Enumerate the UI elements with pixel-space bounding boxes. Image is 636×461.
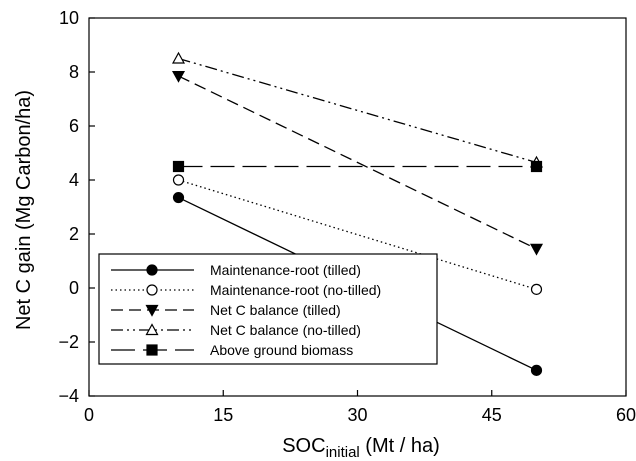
y-tick-label: 2 bbox=[69, 224, 79, 244]
legend-label: Maintenance-root (tilled) bbox=[210, 262, 361, 278]
x-axis-label-subscript: initial bbox=[326, 444, 360, 461]
x-tick-label: 0 bbox=[84, 405, 94, 425]
legend-label: Above ground biomass bbox=[210, 342, 353, 358]
y-axis-label: Net C gain (Mg Carbon/ha) bbox=[13, 90, 35, 330]
y-tick-label: 4 bbox=[69, 170, 79, 190]
data-point bbox=[171, 51, 186, 64]
data-point bbox=[172, 174, 185, 186]
series-line bbox=[178, 75, 537, 250]
x-tick-label: 60 bbox=[616, 405, 636, 425]
legend-marker bbox=[146, 284, 158, 296]
y-axis: −4 −2 0 2 4 6 8 10 bbox=[58, 8, 95, 406]
data-point bbox=[530, 364, 543, 376]
x-tick-label: 45 bbox=[482, 405, 502, 425]
legend-label: Maintenance-root (no-tilled) bbox=[210, 282, 381, 298]
y-tick-label: −4 bbox=[58, 386, 79, 406]
x-tick-label: 30 bbox=[347, 405, 367, 425]
legend: Maintenance-root (tilled) Maintenance-roo… bbox=[98, 253, 438, 365]
x-tick-label: 15 bbox=[213, 405, 233, 425]
series-2 bbox=[172, 174, 543, 295]
y-tick-label: −2 bbox=[58, 332, 79, 352]
y-tick-label: 10 bbox=[59, 8, 79, 28]
data-point bbox=[530, 283, 543, 295]
legend-marker bbox=[146, 264, 158, 276]
x-axis: 0 15 30 45 60 bbox=[84, 390, 636, 425]
legend-label: Net C balance (no-tilled) bbox=[210, 322, 361, 338]
x-axis-label: SOCinitial (Mt / ha) bbox=[282, 435, 440, 461]
series-4 bbox=[171, 51, 544, 168]
legend-label: Net C balance (tilled) bbox=[210, 302, 341, 318]
legend-marker bbox=[146, 344, 158, 356]
series-5 bbox=[172, 160, 543, 173]
x-axis-label-unit: (Mt / ha) bbox=[360, 435, 440, 457]
data-point bbox=[529, 243, 544, 256]
series-line bbox=[178, 179, 537, 290]
y-tick-label: 8 bbox=[69, 62, 79, 82]
y-tick-label: 6 bbox=[69, 116, 79, 136]
series-line bbox=[178, 57, 537, 164]
y-tick-label: 0 bbox=[69, 278, 79, 298]
data-point bbox=[530, 160, 543, 173]
data-point bbox=[172, 191, 185, 204]
legend-marker bbox=[145, 304, 159, 317]
legend-marker bbox=[145, 323, 159, 336]
x-axis-label-main: SOC bbox=[282, 435, 325, 457]
data-point bbox=[171, 70, 186, 83]
data-point bbox=[172, 160, 185, 173]
series-3 bbox=[171, 70, 544, 256]
